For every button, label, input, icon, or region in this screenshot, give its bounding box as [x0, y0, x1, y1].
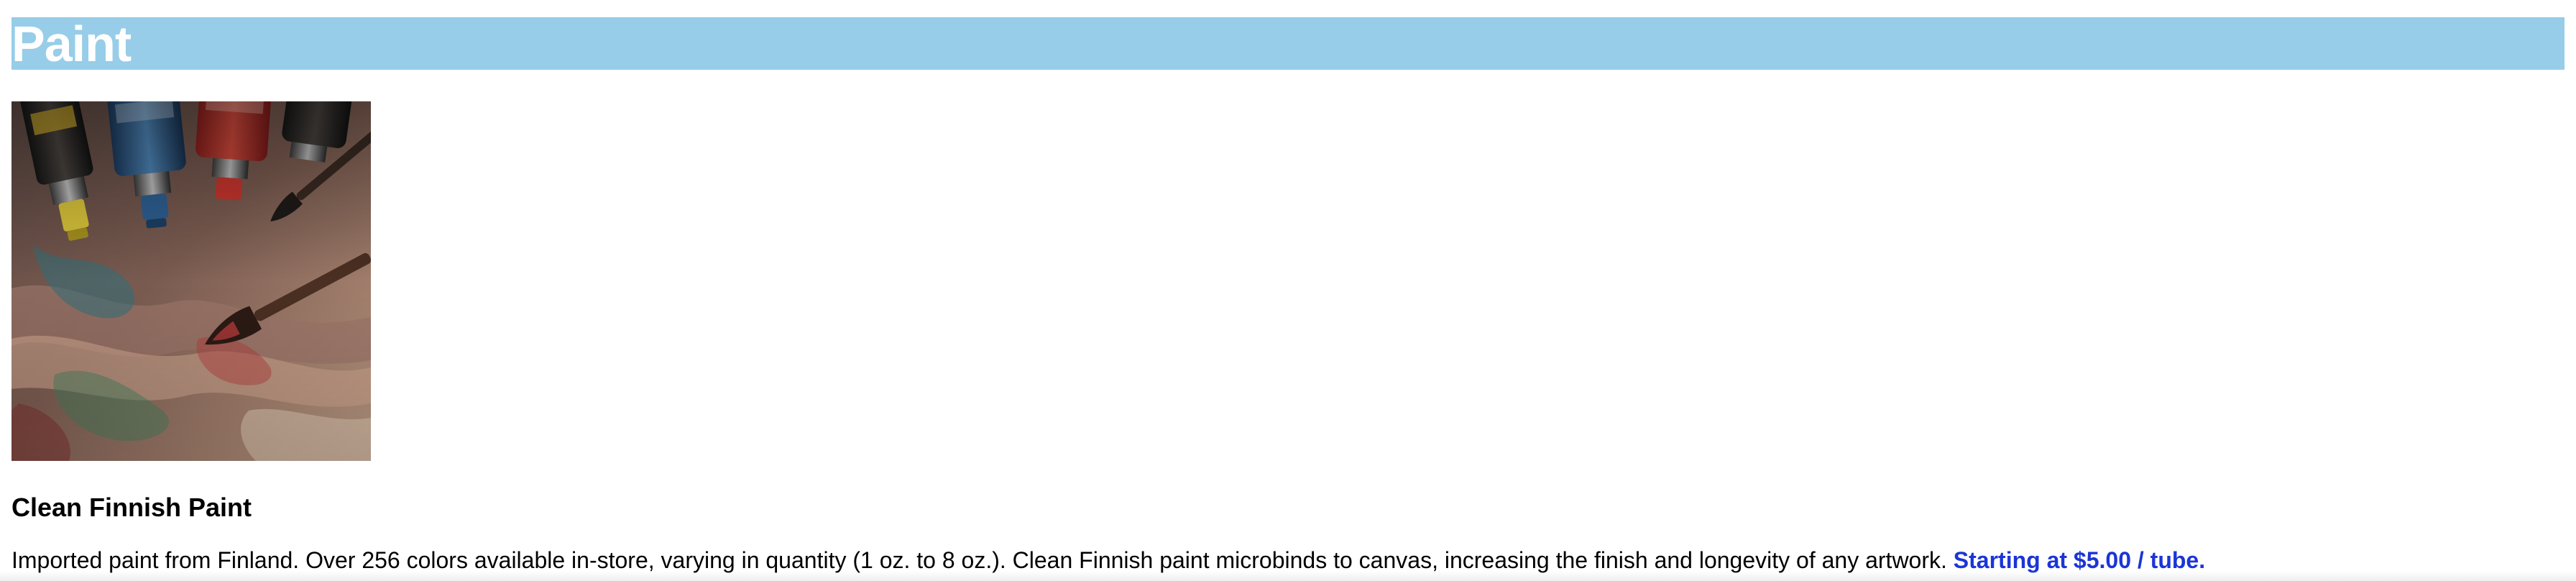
price-text: Starting at $5.00 / tube. [1953, 547, 2206, 573]
page-title: Paint [12, 16, 132, 72]
product-description: Imported paint from Finland. Over 256 co… [12, 546, 2205, 574]
product-name: Clean Finnish Paint [12, 493, 252, 522]
paint-tubes-photo-icon [12, 101, 371, 461]
title-banner: Paint [12, 17, 2564, 70]
description-text: Imported paint from Finland. Over 256 co… [12, 547, 1947, 573]
